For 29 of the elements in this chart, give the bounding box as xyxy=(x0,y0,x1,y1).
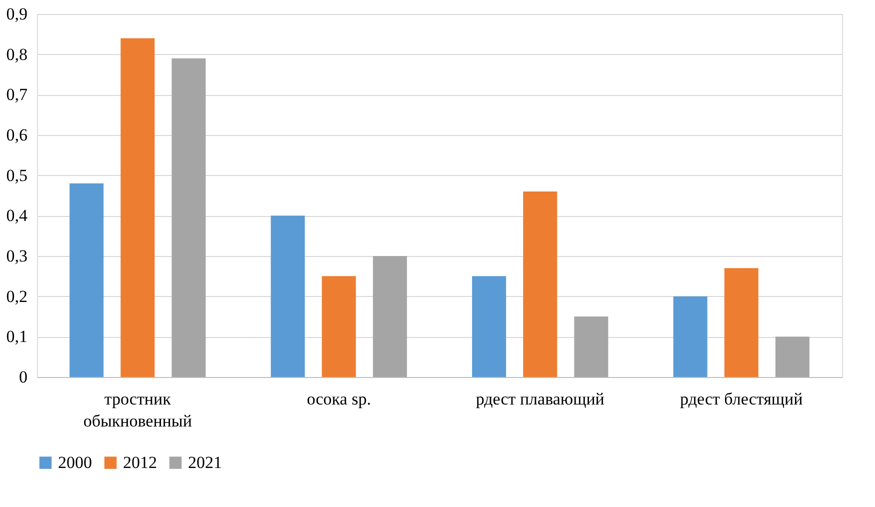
bar xyxy=(322,276,356,377)
bar xyxy=(724,268,758,377)
bar xyxy=(472,276,506,377)
y-tick-label: 0,5 xyxy=(6,166,28,185)
bar xyxy=(120,38,155,377)
y-tick-label: 0,9 xyxy=(6,4,28,24)
y-tick-label: 0,1 xyxy=(6,327,28,346)
bar xyxy=(574,316,608,377)
y-tick-label: 0 xyxy=(19,368,28,386)
bar xyxy=(372,256,407,377)
y-tick-label: 0,3 xyxy=(6,246,28,266)
legend-label: 2021 xyxy=(188,452,222,472)
bar xyxy=(775,336,810,377)
legend-label: 2012 xyxy=(123,452,157,472)
x-tick-label: осока sp. xyxy=(306,390,371,408)
y-tick-label: 0,4 xyxy=(6,206,28,226)
x-tick-label: рдест блестящий xyxy=(680,390,803,408)
x-tick-label: рдест плавающий xyxy=(476,390,604,408)
y-tick-label: 0,8 xyxy=(6,44,28,64)
bar xyxy=(70,183,104,377)
y-tick-label: 0,6 xyxy=(6,126,28,144)
bar xyxy=(523,191,558,377)
x-tick-label: тростник обыкновенный xyxy=(83,390,192,430)
bar xyxy=(172,58,206,377)
y-tick-label: 0,7 xyxy=(6,85,28,104)
bar xyxy=(673,296,708,377)
y-tick-label: 0,2 xyxy=(6,286,28,306)
legend-label: 2000 xyxy=(58,452,92,472)
bar xyxy=(270,216,305,377)
